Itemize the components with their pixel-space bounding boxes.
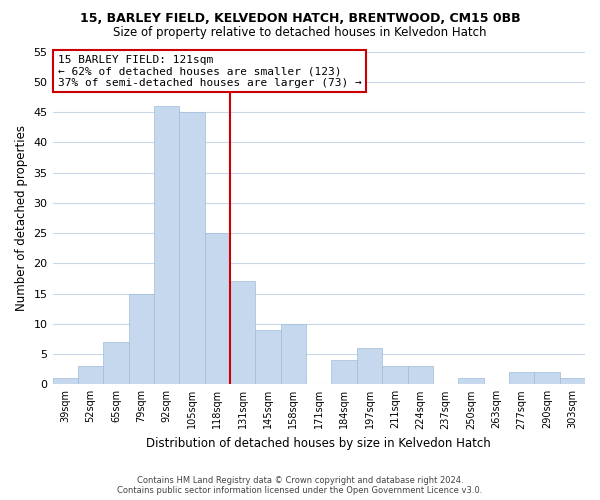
Bar	[256, 330, 281, 384]
Bar	[281, 324, 306, 384]
Text: Size of property relative to detached houses in Kelvedon Hatch: Size of property relative to detached ho…	[113, 26, 487, 39]
Bar	[230, 282, 256, 385]
Bar	[179, 112, 205, 384]
Text: Contains HM Land Registry data © Crown copyright and database right 2024.
Contai: Contains HM Land Registry data © Crown c…	[118, 476, 482, 495]
Bar	[407, 366, 433, 384]
Text: 15, BARLEY FIELD, KELVEDON HATCH, BRENTWOOD, CM15 0BB: 15, BARLEY FIELD, KELVEDON HATCH, BRENTW…	[80, 12, 520, 26]
Bar	[331, 360, 357, 384]
Y-axis label: Number of detached properties: Number of detached properties	[15, 125, 28, 311]
Bar	[205, 233, 230, 384]
Text: 15 BARLEY FIELD: 121sqm
← 62% of detached houses are smaller (123)
37% of semi-d: 15 BARLEY FIELD: 121sqm ← 62% of detache…	[58, 55, 362, 88]
Bar	[78, 366, 103, 384]
Bar	[458, 378, 484, 384]
Bar	[560, 378, 585, 384]
Bar	[103, 342, 128, 384]
Bar	[53, 378, 78, 384]
Bar	[154, 106, 179, 384]
Bar	[357, 348, 382, 385]
Bar	[128, 294, 154, 384]
Bar	[509, 372, 534, 384]
Bar	[534, 372, 560, 384]
X-axis label: Distribution of detached houses by size in Kelvedon Hatch: Distribution of detached houses by size …	[146, 437, 491, 450]
Bar	[382, 366, 407, 384]
